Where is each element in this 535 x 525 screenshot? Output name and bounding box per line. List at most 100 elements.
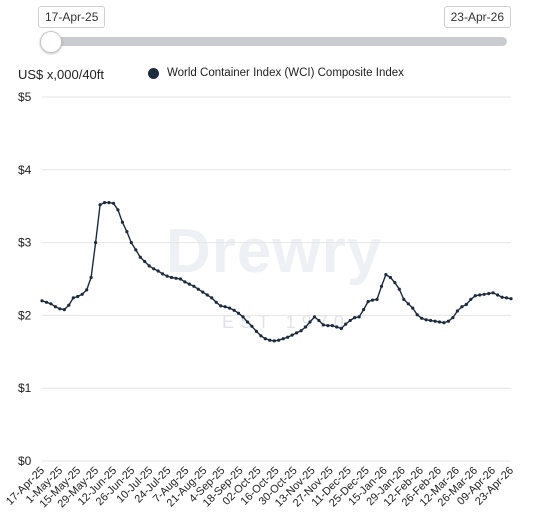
data-point[interactable]	[120, 220, 124, 224]
data-point[interactable]	[178, 277, 183, 281]
data-point[interactable]	[85, 288, 89, 292]
data-point[interactable]	[49, 302, 53, 306]
data-point[interactable]	[406, 302, 410, 306]
data-point[interactable]	[496, 293, 500, 297]
data-point[interactable]	[326, 324, 330, 328]
data-point[interactable]	[357, 315, 361, 319]
data-point[interactable]	[192, 284, 196, 288]
data-point[interactable]	[415, 313, 419, 317]
data-point[interactable]	[344, 322, 348, 326]
data-point[interactable]	[98, 203, 102, 207]
chart-legend[interactable]: World Container Index (WCI) Composite In…	[148, 67, 404, 79]
data-point[interactable]	[138, 255, 142, 259]
data-point[interactable]	[40, 299, 44, 303]
data-point[interactable]	[134, 248, 138, 252]
data-point[interactable]	[402, 297, 406, 301]
data-point[interactable]	[71, 296, 75, 300]
data-point[interactable]	[469, 297, 473, 301]
data-point[interactable]	[89, 275, 93, 280]
data-point[interactable]	[44, 300, 49, 304]
range-end-date[interactable]: 23-Apr-26	[443, 6, 511, 28]
data-point[interactable]	[317, 318, 321, 323]
data-point[interactable]	[201, 290, 205, 294]
range-start-date[interactable]: 17-Apr-25	[38, 6, 106, 28]
data-point[interactable]	[330, 324, 334, 328]
data-point[interactable]	[76, 294, 80, 299]
data-point[interactable]	[437, 320, 442, 324]
data-point[interactable]	[393, 281, 397, 285]
data-point[interactable]	[165, 274, 169, 278]
range-slider-track[interactable]	[40, 37, 507, 46]
data-point[interactable]	[205, 293, 209, 297]
data-point[interactable]	[187, 282, 191, 286]
data-point[interactable]	[272, 339, 276, 343]
data-point[interactable]	[303, 325, 308, 329]
data-point[interactable]	[500, 295, 504, 299]
data-point[interactable]	[183, 280, 187, 284]
data-point[interactable]	[169, 275, 174, 280]
data-point[interactable]	[384, 273, 388, 277]
data-point[interactable]	[125, 230, 129, 234]
data-point[interactable]	[277, 338, 281, 342]
data-point[interactable]	[460, 305, 464, 309]
data-point[interactable]	[299, 329, 303, 333]
data-point[interactable]	[67, 303, 71, 307]
data-point[interactable]	[455, 309, 459, 313]
data-point[interactable]	[370, 298, 375, 302]
data-point[interactable]	[245, 320, 250, 324]
data-point[interactable]	[147, 264, 151, 268]
data-point[interactable]	[295, 331, 299, 335]
data-point[interactable]	[281, 337, 285, 341]
data-point[interactable]	[433, 319, 437, 323]
data-point[interactable]	[223, 305, 227, 309]
data-point[interactable]	[478, 293, 482, 297]
data-point[interactable]	[446, 319, 451, 323]
data-point[interactable]	[348, 318, 352, 323]
data-point[interactable]	[241, 315, 245, 319]
data-point[interactable]	[509, 297, 513, 301]
data-point[interactable]	[161, 272, 165, 276]
data-point[interactable]	[442, 321, 446, 325]
data-point[interactable]	[53, 305, 58, 309]
data-point[interactable]	[420, 316, 424, 320]
data-point[interactable]	[379, 284, 384, 288]
data-point[interactable]	[464, 302, 468, 307]
data-point[interactable]	[321, 323, 325, 327]
data-point[interactable]	[254, 329, 258, 333]
data-point[interactable]	[111, 201, 116, 205]
data-point[interactable]	[102, 201, 107, 205]
data-point[interactable]	[353, 316, 357, 320]
data-point[interactable]	[504, 296, 509, 300]
data-point[interactable]	[94, 241, 98, 245]
data-point[interactable]	[335, 325, 339, 329]
data-point[interactable]	[156, 269, 160, 273]
data-point[interactable]	[286, 335, 290, 339]
data-point[interactable]	[424, 318, 428, 322]
data-point[interactable]	[451, 316, 455, 320]
range-slider-handle[interactable]	[40, 31, 62, 53]
data-point[interactable]	[58, 307, 62, 311]
data-point[interactable]	[308, 320, 312, 324]
data-point[interactable]	[228, 306, 232, 310]
data-point[interactable]	[290, 333, 294, 337]
data-point[interactable]	[339, 326, 343, 331]
data-point[interactable]	[388, 275, 392, 280]
data-point[interactable]	[259, 334, 263, 338]
data-point[interactable]	[250, 324, 254, 328]
data-point[interactable]	[116, 208, 120, 212]
data-point[interactable]	[62, 308, 66, 312]
data-point[interactable]	[375, 297, 379, 301]
data-point[interactable]	[214, 300, 218, 304]
data-point[interactable]	[263, 337, 267, 341]
data-point[interactable]	[107, 201, 111, 205]
data-point[interactable]	[143, 259, 147, 264]
data-point[interactable]	[312, 315, 317, 319]
data-point[interactable]	[80, 292, 84, 296]
data-point[interactable]	[210, 296, 214, 300]
data-point[interactable]	[236, 311, 241, 315]
data-point[interactable]	[232, 308, 236, 312]
data-point[interactable]	[129, 241, 133, 245]
data-point[interactable]	[366, 300, 370, 304]
data-point[interactable]	[487, 292, 491, 296]
data-point[interactable]	[219, 304, 223, 308]
